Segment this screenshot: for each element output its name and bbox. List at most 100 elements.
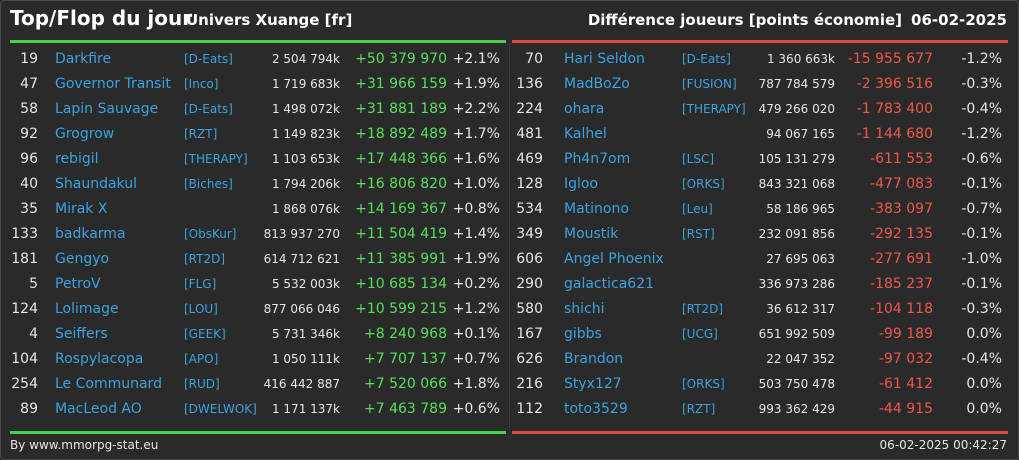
percent-cell: -0.7% <box>961 201 1002 217</box>
score-cell: 5 731 346k <box>271 327 340 341</box>
flop-row: 128 Igloo [ORKS] 843 321 068 -477 083 -0.1% <box>512 172 1008 197</box>
player-name-link[interactable]: Igloo <box>564 176 599 192</box>
player-name-link[interactable]: Darkfire <box>55 51 112 67</box>
player-name-link[interactable]: Angel Phoenix <box>564 251 664 267</box>
percent-cell: -0.4% <box>961 101 1002 117</box>
player-name-link[interactable]: Matinono <box>564 201 629 217</box>
percent-cell: 0.0% <box>966 376 1002 392</box>
delta-cell: -1 144 680 <box>856 126 933 142</box>
player-name-link[interactable]: shichi <box>564 301 605 317</box>
player-name-link[interactable]: MadBoZo <box>564 76 630 92</box>
top-row: 5 PetroV [FLG] 5 532 003k +10 685 134 +0.2% <box>10 272 506 297</box>
percent-cell: -1.2% <box>961 126 1002 142</box>
flop-row: 136 MadBoZo [FUSION] 787 784 579 -2 396 516 -… <box>512 72 1008 97</box>
guild-tag-link[interactable]: [THERAPY] <box>184 152 248 166</box>
player-name-link[interactable]: Moustik <box>564 226 619 242</box>
player-name-link[interactable]: Shaundakul <box>55 176 137 192</box>
score-cell: 787 784 579 <box>758 77 835 91</box>
delta-cell: -277 691 <box>870 251 933 267</box>
delta-cell: -15 955 677 <box>847 51 933 67</box>
player-name-link[interactable]: Governor Transit <box>55 76 171 92</box>
player-name-link[interactable]: Grogrow <box>55 126 115 142</box>
percent-cell: +0.1% <box>452 326 500 342</box>
player-name-link[interactable]: Le Communard <box>55 376 162 392</box>
percent-cell: +1.4% <box>452 226 500 242</box>
guild-tag-link[interactable]: [DWELWOK] <box>184 402 257 416</box>
percent-cell: +1.0% <box>452 176 500 192</box>
player-name-link[interactable]: Kalhel <box>564 126 607 142</box>
guild-tag-link[interactable]: [Biches] <box>184 177 233 191</box>
guild-tag-link[interactable]: [D-Eats] <box>184 52 233 66</box>
player-name-link[interactable]: gibbs <box>564 326 602 342</box>
score-cell: 843 321 068 <box>758 177 835 191</box>
guild-tag-link[interactable]: [UCG] <box>682 327 718 341</box>
player-name-link[interactable]: badkarma <box>55 226 126 242</box>
delta-cell: -383 097 <box>870 201 933 217</box>
player-name-link[interactable]: toto3529 <box>564 401 628 417</box>
guild-tag-link[interactable]: [D-Eats] <box>682 52 731 66</box>
player-name-link[interactable]: Mirak X <box>55 201 108 217</box>
source-credit[interactable]: By www.mmorpg-stat.eu <box>10 438 159 452</box>
player-name-link[interactable]: Hari Seldon <box>564 51 645 67</box>
guild-tag-link[interactable]: [RT2D] <box>682 302 724 316</box>
score-cell: 1 050 111k <box>271 352 340 366</box>
delta-cell: +18 892 489 <box>355 126 447 142</box>
score-cell: 105 131 279 <box>758 152 835 166</box>
guild-tag-link[interactable]: [RST] <box>682 227 715 241</box>
player-name-link[interactable]: galactica621 <box>564 276 655 292</box>
score-cell: 1 719 683k <box>271 77 340 91</box>
percent-cell: +1.6% <box>452 151 500 167</box>
guild-tag-link[interactable]: [Leu] <box>682 202 713 216</box>
player-name-link[interactable]: Rospylacopa <box>55 351 144 367</box>
score-cell: 1 103 653k <box>271 152 340 166</box>
guild-tag-link[interactable]: [FUSION] <box>682 77 737 91</box>
guild-tag-link[interactable]: [Inco] <box>184 77 219 91</box>
player-name-link[interactable]: Lapin Sauvage <box>55 101 159 117</box>
score-cell: 877 066 046 <box>263 302 340 316</box>
guild-tag-link[interactable]: [ORKS] <box>682 377 725 391</box>
guild-tag-link[interactable]: [ObsKur] <box>184 227 237 241</box>
player-name-link[interactable]: Brandon <box>564 351 624 367</box>
player-name-link[interactable]: MacLeod AO <box>55 401 142 417</box>
guild-tag-link[interactable]: [ORKS] <box>682 177 725 191</box>
player-name-link[interactable]: PetroV <box>55 276 101 292</box>
guild-tag-link[interactable]: [APO] <box>184 352 219 366</box>
score-cell: 479 266 020 <box>758 102 835 116</box>
guild-tag-link[interactable]: [LOU] <box>184 302 218 316</box>
score-cell: 993 362 429 <box>758 402 835 416</box>
player-name-link[interactable]: Seiffers <box>55 326 108 342</box>
player-name-link[interactable]: rebigil <box>55 151 99 167</box>
rank-cell: 5 <box>29 276 38 292</box>
percent-cell: +2.2% <box>452 101 500 117</box>
player-name-link[interactable]: ohara <box>564 101 605 117</box>
delta-cell: -2 396 516 <box>856 76 933 92</box>
guild-tag-link[interactable]: [RZT] <box>682 402 716 416</box>
flop-row: 290 galactica621 336 973 286 -185 237 -0.1% <box>512 272 1008 297</box>
guild-tag-link[interactable]: [GEEK] <box>184 327 226 341</box>
rank-cell: 481 <box>516 126 543 142</box>
score-cell: 22 047 352 <box>766 352 835 366</box>
top-row: 35 Mirak X 1 868 076k +14 169 367 +0.8% <box>10 197 506 222</box>
guild-tag-link[interactable]: [FLG] <box>184 277 217 291</box>
delta-cell: +16 806 820 <box>355 176 447 192</box>
guild-tag-link[interactable]: [RT2D] <box>184 252 226 266</box>
guild-tag-link[interactable]: [D-Eats] <box>184 102 233 116</box>
top-list: 19 Darkfire [D-Eats] 2 504 794k +50 379 970 +… <box>10 47 506 427</box>
guild-tag-link[interactable]: [THERAPY] <box>682 102 746 116</box>
guild-tag-link[interactable]: [LSC] <box>682 152 715 166</box>
guild-tag-link[interactable]: [RZT] <box>184 127 218 141</box>
delta-cell: -1 783 400 <box>856 101 933 117</box>
guild-tag-link[interactable]: [RUD] <box>184 377 220 391</box>
player-name-link[interactable]: Styx127 <box>564 376 622 392</box>
player-name-link[interactable]: Lolimage <box>55 301 119 317</box>
delta-cell: -611 553 <box>870 151 933 167</box>
delta-cell: -97 032 <box>878 351 933 367</box>
percent-cell: -0.6% <box>961 151 1002 167</box>
page-title: Top/Flop du jour <box>10 6 193 30</box>
percent-cell: -0.1% <box>961 176 1002 192</box>
delta-cell: +7 463 789 <box>364 401 447 417</box>
player-name-link[interactable]: Gengyo <box>55 251 110 267</box>
player-name-link[interactable]: Ph4n7om <box>564 151 631 167</box>
score-cell: 1 498 072k <box>271 102 340 116</box>
flop-row: 469 Ph4n7om [LSC] 105 131 279 -611 553 -0.6% <box>512 147 1008 172</box>
